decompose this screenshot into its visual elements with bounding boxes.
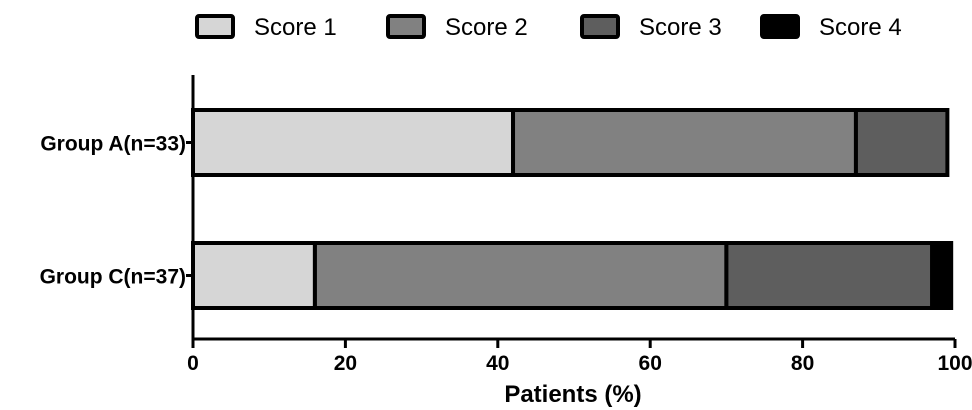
bar-group-c-n-37-score-2	[312, 241, 729, 310]
bar-group-c-n-37-score-4	[930, 241, 954, 310]
bar-group-a-n-33-score-3	[853, 108, 950, 177]
y-categories: Group A(n=33) Group C(n=37)	[40, 133, 186, 289]
x-ticks: 0 20 40 60 80 100	[187, 339, 972, 375]
bar-group-a-n-33-score-2	[511, 108, 858, 177]
x-tick-label-80: 80	[791, 352, 814, 375]
legend-label-score-3: Score 3	[639, 14, 722, 41]
category-label-group-a-n-33: Group A(n=33)	[40, 133, 186, 156]
x-tick-label-60: 60	[639, 352, 662, 375]
bar-group-c-n-37-score-3	[724, 241, 935, 310]
axes	[191, 75, 955, 341]
legend-label-score-4: Score 4	[819, 14, 902, 41]
legend-swatch-score-1	[195, 14, 235, 39]
legend-swatch-score-2	[386, 14, 426, 39]
bar-group-a-n-33-score-1	[191, 108, 516, 177]
legend-label-score-1: Score 1	[254, 14, 337, 41]
legend-swatch-score-4	[760, 14, 800, 39]
legend: Score 1 Score 2 Score 3 Score 4	[195, 14, 902, 41]
x-tick-label-40: 40	[486, 352, 509, 375]
x-tick-label-100: 100	[937, 352, 972, 375]
legend-label-score-2: Score 2	[445, 14, 528, 41]
category-label-group-c-n-37: Group C(n=37)	[40, 266, 186, 289]
legend-swatch-score-3	[580, 14, 620, 39]
x-tick-label-20: 20	[334, 352, 357, 375]
bar-group-c-n-37-score-1	[191, 241, 317, 310]
x-axis-title: Patients (%)	[504, 381, 641, 408]
bars	[186, 108, 954, 310]
x-tick-label-0: 0	[187, 352, 199, 375]
